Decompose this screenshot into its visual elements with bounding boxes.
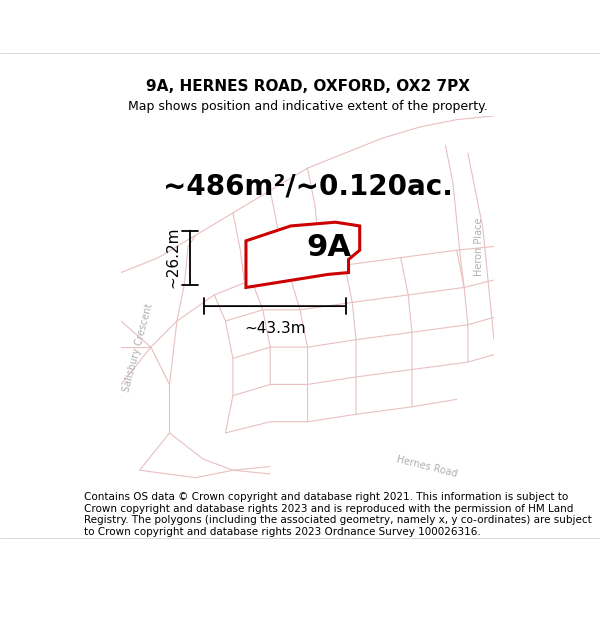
- Text: Hernes Road: Hernes Road: [395, 454, 458, 479]
- Text: 9A: 9A: [307, 232, 352, 262]
- Text: Map shows position and indicative extent of the property.: Map shows position and indicative extent…: [128, 101, 487, 113]
- Polygon shape: [246, 222, 360, 288]
- Text: ~486m²/~0.120ac.: ~486m²/~0.120ac.: [163, 173, 452, 201]
- Text: 9A, HERNES ROAD, OXFORD, OX2 7PX: 9A, HERNES ROAD, OXFORD, OX2 7PX: [146, 79, 470, 94]
- Text: Heron Place: Heron Place: [474, 217, 484, 276]
- Text: Contains OS data © Crown copyright and database right 2021. This information is : Contains OS data © Crown copyright and d…: [84, 492, 592, 537]
- Text: ~43.3m: ~43.3m: [244, 321, 305, 336]
- Text: ~26.2m: ~26.2m: [166, 227, 181, 288]
- Text: Salisbury Crescent: Salisbury Crescent: [121, 302, 154, 392]
